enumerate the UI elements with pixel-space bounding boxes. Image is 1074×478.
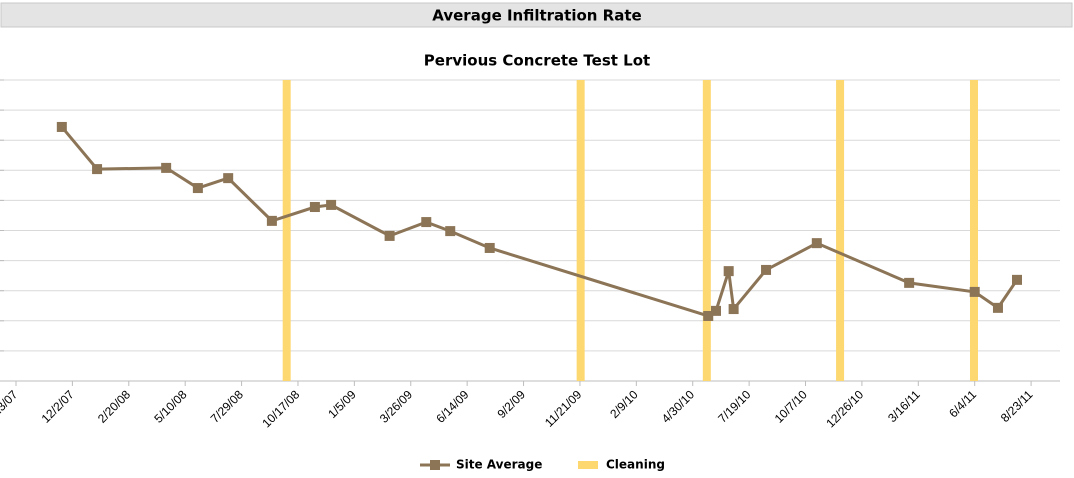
point xyxy=(761,264,772,275)
point xyxy=(309,202,320,213)
point xyxy=(710,305,721,316)
point xyxy=(1011,274,1022,285)
x-tick-label: 10/7/10 xyxy=(772,387,810,425)
point xyxy=(728,304,739,315)
point xyxy=(384,230,395,241)
x-tick-label: 7/19/10 xyxy=(715,387,753,425)
chart-subtitle: Pervious Concrete Test Lot xyxy=(424,52,650,70)
legend-label: Site Average xyxy=(456,458,542,472)
point xyxy=(445,226,456,237)
x-tick-label: 8/23/11 xyxy=(998,387,1036,425)
cleaning-bar xyxy=(702,80,711,381)
point xyxy=(904,277,915,288)
x-tick-label: 12/2/07 xyxy=(39,387,77,425)
point xyxy=(161,162,172,173)
point xyxy=(723,266,734,277)
point xyxy=(56,121,67,132)
x-tick-label: 11/21/09 xyxy=(542,387,585,430)
x-tick-label: 12/26/10 xyxy=(823,387,866,430)
cleaning-bar xyxy=(282,80,291,381)
point xyxy=(192,183,203,194)
x-tick-label: 5/10/08 xyxy=(151,387,189,425)
x-tick-label: 6/14/09 xyxy=(433,387,471,425)
point xyxy=(484,242,495,253)
x-tick-label: 6/4/11 xyxy=(946,387,979,420)
chart-title: Average Infiltration Rate xyxy=(432,7,641,25)
x-tick-label: 2/9/10 xyxy=(607,387,641,421)
point xyxy=(326,199,337,210)
cleaning-bar xyxy=(576,80,585,381)
cleaning-bar xyxy=(836,80,845,381)
point xyxy=(92,164,103,175)
point xyxy=(223,173,234,184)
cleaning-bar xyxy=(969,80,978,381)
legend-label: Cleaning xyxy=(606,458,665,472)
x-tick-label: 9/13/07 xyxy=(0,387,21,425)
legend-marker xyxy=(430,460,440,470)
legend-marker xyxy=(578,461,598,469)
x-tick-label: 3/26/09 xyxy=(377,387,415,425)
series-line xyxy=(60,125,1019,318)
x-tick-label: 4/30/10 xyxy=(659,387,697,425)
x-tick-label: 10/17/08 xyxy=(259,387,302,430)
x-tick-label: 1/5/09 xyxy=(325,387,359,421)
point xyxy=(421,217,432,228)
point xyxy=(703,310,714,321)
x-tick-label: 2/20/08 xyxy=(95,387,133,425)
point xyxy=(811,238,822,249)
x-tick-label: 3/16/11 xyxy=(885,387,923,425)
point xyxy=(266,215,277,226)
x-tick-label: 9/2/09 xyxy=(494,387,528,421)
x-tick-label: 7/29/08 xyxy=(208,387,246,425)
title-bar xyxy=(0,2,1073,28)
point xyxy=(969,286,980,297)
point xyxy=(992,302,1003,313)
